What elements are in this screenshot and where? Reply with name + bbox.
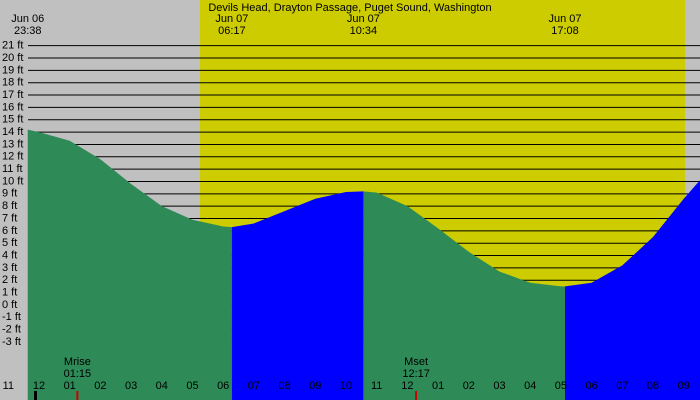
moon-time: 01:15 bbox=[64, 368, 92, 380]
x-tick-label: 05 bbox=[555, 380, 567, 392]
y-tick-label: 14 ft bbox=[2, 126, 23, 138]
x-tick-label: 10 bbox=[340, 380, 352, 392]
extremum-time: 17:08 bbox=[551, 25, 579, 37]
x-tick-label: 07 bbox=[248, 380, 260, 392]
x-tick-label: 03 bbox=[125, 380, 137, 392]
tide-area bbox=[27, 129, 566, 400]
y-tick-label: 11 ft bbox=[2, 163, 23, 175]
x-tick-label: 12 bbox=[401, 380, 413, 392]
x-tick-label: 01 bbox=[432, 380, 444, 392]
extremum-time: 10:34 bbox=[350, 25, 378, 37]
y-tick-label: 18 ft bbox=[2, 77, 23, 89]
extremum-date: Jun 07 bbox=[548, 13, 581, 25]
x-tick-label: 09 bbox=[309, 380, 321, 392]
y-tick-label: 2 ft bbox=[2, 274, 17, 286]
extremum-time: 23:38 bbox=[14, 25, 42, 37]
x-tick-label: 02 bbox=[94, 380, 106, 392]
y-tick-label: 7 ft bbox=[2, 212, 17, 224]
x-tick-label: 02 bbox=[463, 380, 475, 392]
y-tick-label: 10 ft bbox=[2, 175, 23, 187]
chart-title: Devils Head, Drayton Passage, Puget Soun… bbox=[208, 2, 491, 14]
x-tick-label: 04 bbox=[524, 380, 536, 392]
x-tick-label: 03 bbox=[493, 380, 505, 392]
y-tick-label: 19 ft bbox=[2, 64, 23, 76]
y-tick-label: 17 ft bbox=[2, 89, 23, 101]
y-tick-label: -3 ft bbox=[2, 336, 21, 348]
y-tick-label: 6 ft bbox=[2, 225, 17, 237]
y-tick-label: 13 ft bbox=[2, 138, 23, 150]
y-tick-label: -1 ft bbox=[2, 311, 21, 323]
extremum-date: Jun 07 bbox=[347, 13, 380, 25]
x-tick-label: 05 bbox=[186, 380, 198, 392]
x-tick-label: 09 bbox=[678, 380, 690, 392]
y-tick-label: 5 ft bbox=[2, 237, 17, 249]
x-tick-label: 11 bbox=[3, 380, 14, 392]
y-tick-label: 12 ft bbox=[2, 151, 23, 163]
y-tick-label: 4 ft bbox=[2, 249, 17, 261]
y-tick-label: 3 ft bbox=[2, 262, 17, 274]
y-tick-label: 21 ft bbox=[2, 40, 23, 52]
moon-event: Mset bbox=[404, 356, 428, 368]
extremum-date: Jun 07 bbox=[215, 13, 248, 25]
moon-event: Mrise bbox=[64, 356, 91, 368]
extremum-date: Jun 06 bbox=[11, 13, 44, 25]
y-tick-label: 16 ft bbox=[2, 101, 23, 113]
x-tick-label: 12 bbox=[33, 380, 45, 392]
x-tick-label: 06 bbox=[217, 380, 229, 392]
x-tick-label: 08 bbox=[647, 380, 659, 392]
tide-area bbox=[231, 180, 700, 400]
extremum-time: 06:17 bbox=[218, 25, 246, 37]
midnight-marker bbox=[34, 391, 37, 400]
y-tick-label: -2 ft bbox=[2, 324, 21, 336]
x-tick-label: 11 bbox=[371, 380, 382, 392]
x-tick-label: 01 bbox=[64, 380, 76, 392]
y-tick-label: 1 ft bbox=[2, 286, 17, 298]
x-tick-label: 04 bbox=[156, 380, 168, 392]
y-tick-label: 15 ft bbox=[2, 114, 23, 126]
x-tick-label: 08 bbox=[278, 380, 290, 392]
x-tick-label: 06 bbox=[585, 380, 597, 392]
y-tick-label: 8 ft bbox=[2, 200, 17, 212]
y-tick-label: 20 ft bbox=[2, 52, 23, 64]
y-tick-label: 9 ft bbox=[2, 188, 17, 200]
x-tick-label: 07 bbox=[616, 380, 628, 392]
moon-time: 12:17 bbox=[402, 368, 430, 380]
y-tick-label: 0 ft bbox=[2, 299, 17, 311]
